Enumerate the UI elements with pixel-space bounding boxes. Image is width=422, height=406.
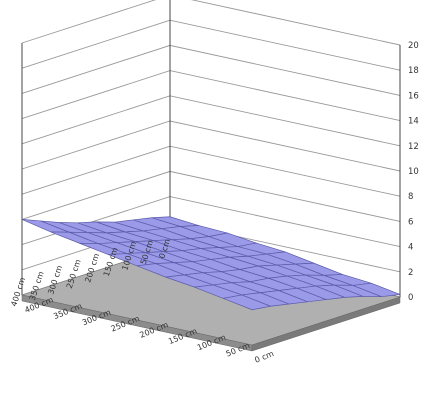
z-tick-label: 20 — [408, 41, 419, 51]
wall-gridline — [21, 95, 401, 147]
wall-gridline — [21, 145, 401, 197]
z-tick-label: 16 — [408, 91, 419, 101]
z-tick-label: 8 — [408, 192, 413, 202]
z-tick-label: 12 — [408, 142, 419, 152]
x-tick-label: 0 cm — [253, 349, 275, 365]
wall-gridline — [21, 19, 401, 71]
data-surface — [21, 216, 401, 311]
z-tick-label: 14 — [408, 117, 419, 127]
floor-base — [20, 246, 402, 352]
wall-gridline — [21, 120, 401, 172]
z-tick-label: 4 — [408, 243, 413, 253]
wall-gridline — [21, 170, 401, 222]
y-tick-label: 400 cm — [9, 276, 27, 308]
surface-cell — [221, 294, 272, 311]
wall-gridline — [21, 0, 401, 46]
z-tick-label: 18 — [408, 66, 419, 76]
z-tick-label: 6 — [408, 217, 413, 227]
z-tick-label: 2 — [408, 268, 413, 278]
wall-gridline — [21, 70, 401, 122]
floor-side-edge — [251, 296, 401, 352]
wall-gridline — [21, 44, 401, 96]
z-tick-label: 10 — [408, 167, 419, 177]
z-tick-label: 0 — [408, 293, 413, 303]
